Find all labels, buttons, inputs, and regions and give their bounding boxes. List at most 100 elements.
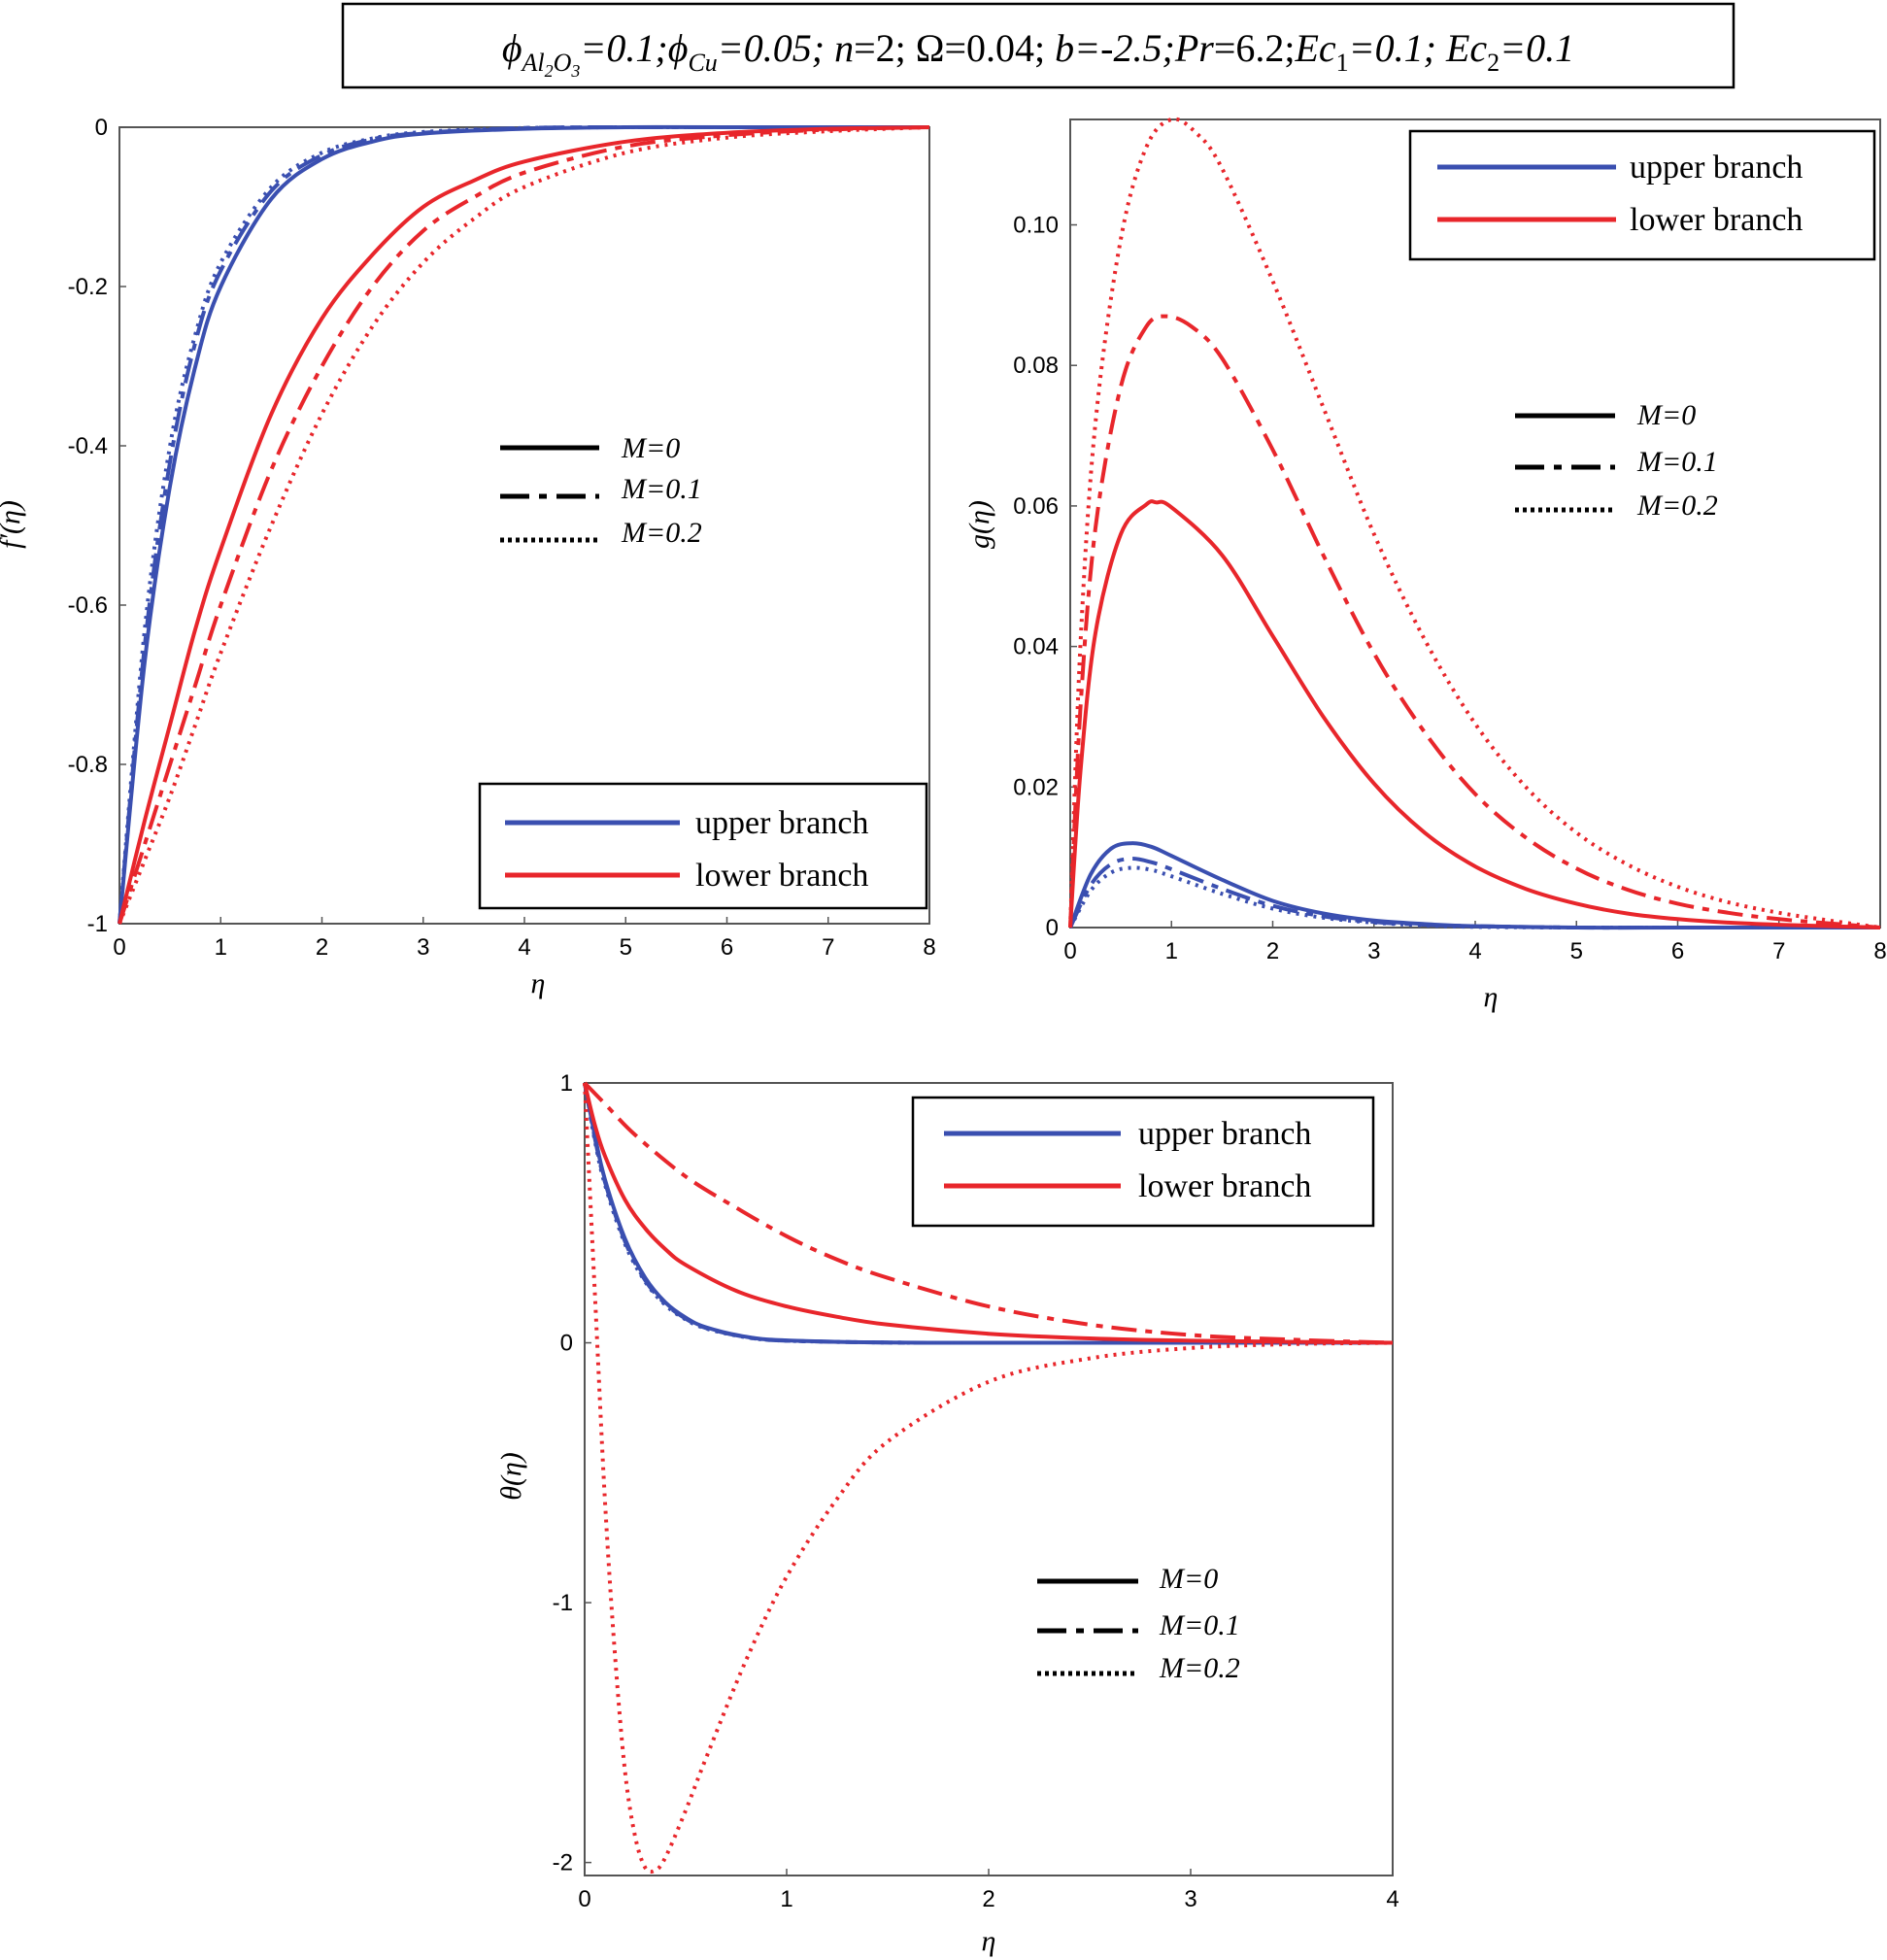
chart-fprime: 0 1 2 3 4 5 6 7 8 -1 -0.8 -0.6 -0.4 -0.2 0 η f′(η) M=0… xyxy=(0,115,936,999)
series-group xyxy=(118,124,930,925)
title-part: =0.1; xyxy=(1349,26,1436,70)
legend-label: upper branch xyxy=(1630,150,1803,186)
x-tick-label: 5 xyxy=(620,934,632,961)
legend-label: M=0 xyxy=(621,432,680,464)
series-line-lower-M01 xyxy=(1068,314,1881,929)
legend-branches: upper branch lower branch xyxy=(478,782,928,910)
y-tick-label: 0.08 xyxy=(1013,353,1059,379)
y-tick-label: 0.10 xyxy=(1013,213,1059,239)
axis-ticks: 0 1 2 3 4 5 6 7 8 -1 -0.8 -0.6 -0.4 -0.2 0 xyxy=(68,115,936,961)
legend-M: M=0 M=0.1 M=0.2 xyxy=(500,432,702,549)
x-tick-label: 8 xyxy=(1873,938,1886,964)
y-axis-label: g(η) xyxy=(963,500,995,549)
title-part: =0.05; xyxy=(718,26,825,70)
legend-label: upper branch xyxy=(1138,1116,1311,1152)
title-frame xyxy=(341,2,1735,89)
x-tick-label: 0 xyxy=(578,1886,590,1912)
title-part: =2; xyxy=(854,26,906,70)
x-axis-label: η xyxy=(531,967,546,999)
legend-label: M=0.1 xyxy=(621,473,702,505)
title-part: Ec xyxy=(1294,26,1335,70)
y-tick-label: -2 xyxy=(553,1850,573,1876)
x-tick-label: 8 xyxy=(923,934,935,961)
y-tick-label: -0.6 xyxy=(68,592,108,619)
legend-label: M=0.2 xyxy=(1159,1652,1240,1684)
title-part: n xyxy=(834,26,854,70)
chart-theta: 0 1 2 3 4 -2 -1 0 1 η θ(η) upper branch lower br… xyxy=(495,1070,1399,1957)
title-part: =0.1 xyxy=(1499,26,1574,70)
x-tick-label: 3 xyxy=(1184,1886,1196,1912)
x-tick-label: 1 xyxy=(1165,938,1178,964)
x-tick-label: 3 xyxy=(417,934,429,961)
legend-branches: upper branch lower branch xyxy=(1408,129,1876,261)
legend-M: M=0 M=0.1 M=0.2 xyxy=(1037,1563,1240,1684)
y-axis-label: f′(η) xyxy=(0,500,26,549)
x-tick-label: 2 xyxy=(316,934,328,961)
x-tick-label: 3 xyxy=(1367,938,1380,964)
legend-branches: upper branch lower branch xyxy=(911,1096,1375,1228)
legend-M: M=0 M=0.1 M=0.2 xyxy=(1515,399,1718,522)
legend-label: M=0.1 xyxy=(1636,446,1718,478)
legend-label: M=0.2 xyxy=(621,517,702,549)
x-tick-label: 7 xyxy=(1772,938,1785,964)
y-tick-label: -0.2 xyxy=(68,274,108,300)
series-line-lower-M0 xyxy=(583,1082,1394,1345)
title-part: O xyxy=(554,49,572,77)
x-tick-label: 1 xyxy=(215,934,227,961)
title-part: =-2.5; xyxy=(1074,26,1175,70)
y-tick-label: 1 xyxy=(560,1070,573,1097)
legend-label: lower branch xyxy=(1138,1168,1311,1204)
series-line-upper-M01 xyxy=(583,1082,1394,1345)
legend-label: lower branch xyxy=(1630,202,1803,238)
y-tick-label: -0.4 xyxy=(68,433,108,459)
title-part: 2 xyxy=(545,61,554,81)
title-part: =6.2; xyxy=(1214,26,1296,70)
title-part: b xyxy=(1055,26,1074,70)
x-axis-label: η xyxy=(982,1925,996,1957)
x-tick-label: 4 xyxy=(1468,938,1481,964)
title-part: Cu xyxy=(688,49,717,77)
legend-frame xyxy=(1408,129,1876,261)
y-tick-label: 0 xyxy=(560,1331,573,1357)
x-tick-label: 2 xyxy=(982,1886,994,1912)
x-axis-label: η xyxy=(1484,981,1499,1013)
legend-label: M=0 xyxy=(1159,1563,1218,1595)
x-tick-label: 1 xyxy=(780,1886,792,1912)
y-tick-label: 0 xyxy=(95,115,108,141)
series-group xyxy=(1068,117,1881,930)
series-line-lower-M02 xyxy=(583,1082,1394,1875)
series-line-upper-M02 xyxy=(1068,865,1880,930)
y-tick-label: 0.04 xyxy=(1013,634,1059,660)
title-part: =0.1; xyxy=(580,26,667,70)
x-tick-label: 4 xyxy=(1386,1886,1398,1912)
x-tick-label: 4 xyxy=(518,934,530,961)
x-tick-label: 6 xyxy=(721,934,733,961)
title-part: Ec xyxy=(1445,26,1487,70)
series-group xyxy=(583,1081,1394,1875)
x-tick-label: 5 xyxy=(1570,938,1583,964)
legend-label: M=0.1 xyxy=(1159,1609,1240,1641)
y-tick-label: 0.06 xyxy=(1013,493,1059,520)
title-part: 2 xyxy=(1487,49,1499,77)
y-tick-label: 0 xyxy=(1046,915,1059,941)
series-line-upper-M01 xyxy=(1068,857,1880,930)
series-line-lower-M0 xyxy=(118,125,930,925)
title-part: Al xyxy=(521,49,545,77)
y-tick-label: -1 xyxy=(87,911,108,937)
axis-ticks: 0 1 2 3 4 5 6 7 8 0 0.02 0.04 0.06 0.08 0.10 xyxy=(1013,213,1886,964)
series-line-lower-M01 xyxy=(583,1081,1394,1345)
x-tick-label: 7 xyxy=(822,934,834,961)
x-tick-label: 2 xyxy=(1266,938,1279,964)
y-axis-label: θ(η) xyxy=(495,1452,527,1501)
title-part: Pr xyxy=(1174,26,1214,70)
legend-label: lower branch xyxy=(695,858,868,894)
title-part: Ω=0.04; xyxy=(916,26,1045,70)
legend-label: M=0 xyxy=(1636,399,1696,431)
series-line-lower-M0 xyxy=(1068,499,1881,929)
series-line-upper-M01 xyxy=(118,124,929,925)
legend-label: upper branch xyxy=(695,805,868,841)
title-part: ϕ xyxy=(502,26,522,70)
legend-frame xyxy=(478,782,928,910)
legend-frame xyxy=(911,1096,1375,1228)
